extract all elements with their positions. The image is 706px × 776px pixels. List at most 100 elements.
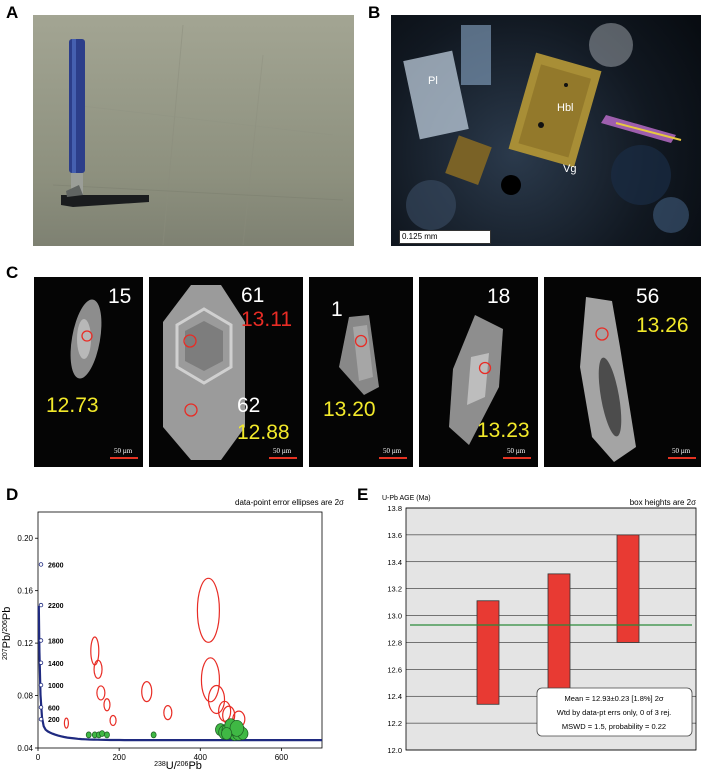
age-label: 600 — [48, 705, 60, 712]
outcrop-photo — [33, 15, 354, 246]
grain-id: 15 — [108, 285, 132, 308]
age-box — [476, 600, 500, 705]
age-marker — [38, 716, 44, 722]
age-label: 200 — [48, 717, 60, 724]
chart-note: box heights are 2σ — [630, 498, 696, 507]
y-tick-label: 12.6 — [387, 665, 402, 674]
grain-age: 13.11 — [241, 308, 292, 331]
y-tick-label: 13.4 — [387, 558, 402, 567]
mineral-label-hbl: Hbl — [557, 102, 574, 114]
age-label: 2600 — [48, 562, 64, 569]
grain-age: 13.20 — [323, 398, 376, 421]
y-tick-label: 13.6 — [387, 531, 402, 540]
panel-label-a: A — [6, 3, 19, 22]
data-point-ellipse — [229, 719, 244, 737]
y-tick-label: 13.0 — [387, 612, 402, 621]
age-label: 2200 — [48, 603, 64, 610]
grain-id: 18 — [487, 285, 511, 308]
data-point-ellipse — [85, 731, 92, 739]
data-point-ellipse — [196, 577, 220, 643]
y-tick-label: 12.0 — [387, 746, 402, 755]
cl-grain-15: 15 12.73 50 µm — [34, 277, 143, 467]
x-tick-label: 200 — [112, 753, 126, 762]
stats-box — [536, 687, 693, 737]
thin-section-photo: Pl Hbl Vg 0.125 mm — [391, 15, 701, 246]
scale-label: 50 µm — [672, 447, 691, 455]
data-point-ellipse — [221, 727, 233, 740]
y-tick-label: 0.04 — [17, 744, 33, 753]
data-point-ellipse — [163, 705, 173, 721]
y-tick-label: 0.08 — [17, 692, 33, 701]
x-tick-label: 600 — [275, 753, 289, 762]
x-tick-label: 0 — [36, 753, 41, 762]
y-tick-label: 0.12 — [17, 639, 33, 648]
grain-age-2: 12.88 — [237, 421, 290, 444]
data-point-ellipse — [93, 659, 103, 679]
concordia-chart: data-point error ellipses are 2σ 0.04 0.0… — [1, 498, 344, 772]
data-point-ellipse — [109, 714, 117, 727]
y-tick-label: 13.8 — [387, 504, 402, 513]
x-axis-label: 238U/206Pb — [154, 760, 202, 772]
data-point-ellipse — [207, 684, 226, 715]
weighted-mean-chart: U-Pb AGE (Ma) box heights are 2σ 12.0 12.… — [382, 495, 697, 755]
grain-id-2: 62 — [237, 394, 261, 417]
data-point-ellipse — [103, 698, 111, 712]
scale-bar: 0.125 mm — [399, 230, 491, 244]
y-tick-label: 12.8 — [387, 638, 402, 647]
age-marker — [38, 682, 44, 688]
data-point-ellipse — [200, 657, 221, 703]
age-marker — [38, 660, 44, 665]
scale-label: 50 µm — [383, 447, 402, 455]
grain-age: 13.23 — [477, 419, 530, 442]
hammer-illustration — [52, 24, 344, 246]
cl-grain-56: 56 13.26 50 µm — [544, 277, 701, 467]
age-label: 1400 — [48, 661, 64, 668]
age-marker — [38, 705, 44, 710]
age-label: 1800 — [48, 638, 64, 645]
stats-line: Mean = 12.93±0.23 [1.8%] 2σ — [564, 694, 663, 703]
cl-grain-1: 1 13.20 50 µm — [309, 277, 413, 467]
concordia-curve — [37, 605, 322, 742]
age-label: 1000 — [48, 683, 64, 690]
data-point-ellipse — [150, 731, 157, 739]
y-tick-label: 12.2 — [387, 719, 402, 728]
y-axis-label: 207Pb/206Pb — [1, 607, 13, 660]
stats-line: Wtd by data-pt errs only, 0 of 3 rej. — [557, 708, 672, 717]
thin-section-texture — [403, 23, 689, 233]
panel-label-d: D — [6, 485, 19, 504]
data-point-ellipse — [99, 730, 106, 737]
grain-id: 56 — [636, 285, 660, 308]
x-tick-label: 400 — [194, 753, 208, 762]
age-box — [616, 534, 640, 643]
scale-bar-label: 0.125 mm — [402, 232, 438, 241]
cl-grain-18: 18 13.23 50 µm — [419, 277, 538, 467]
mineral-label-vg: Vg — [563, 163, 577, 175]
scale-label: 50 µm — [114, 447, 133, 455]
scale-label: 50 µm — [273, 447, 292, 455]
data-point-ellipse — [63, 717, 70, 729]
age-marker — [38, 638, 44, 643]
data-point-ellipse — [96, 685, 106, 701]
y-tick-label: 0.20 — [17, 534, 33, 543]
data-point-ellipse — [141, 681, 153, 703]
grain-age: 13.26 — [636, 314, 689, 337]
panel-label-b: B — [368, 3, 381, 22]
grain-id: 61 — [241, 284, 265, 307]
y-tick-label: 0.16 — [17, 587, 33, 596]
y-axis-label: U-Pb AGE (Ma) — [382, 495, 431, 502]
panel-label-e: E — [357, 485, 369, 504]
age-box — [547, 573, 571, 692]
y-tick-label: 12.4 — [387, 692, 402, 701]
mineral-label-pl: Pl — [428, 75, 438, 87]
cl-grain-61: 61 13.11 62 12.88 50 µm — [149, 277, 303, 467]
age-marker — [38, 562, 44, 567]
scale-label: 50 µm — [507, 447, 526, 455]
grain-id: 1 — [331, 298, 343, 321]
data-point-ellipse — [104, 731, 110, 739]
age-marker — [38, 602, 44, 608]
chart-note: data-point error ellipses are 2σ — [235, 498, 344, 507]
panel-label-c: C — [6, 263, 19, 282]
grain-age: 12.73 — [46, 394, 99, 417]
y-tick-label: 13.2 — [387, 585, 402, 594]
stats-line: MSWD = 1.5, probability = 0.22 — [562, 722, 666, 731]
